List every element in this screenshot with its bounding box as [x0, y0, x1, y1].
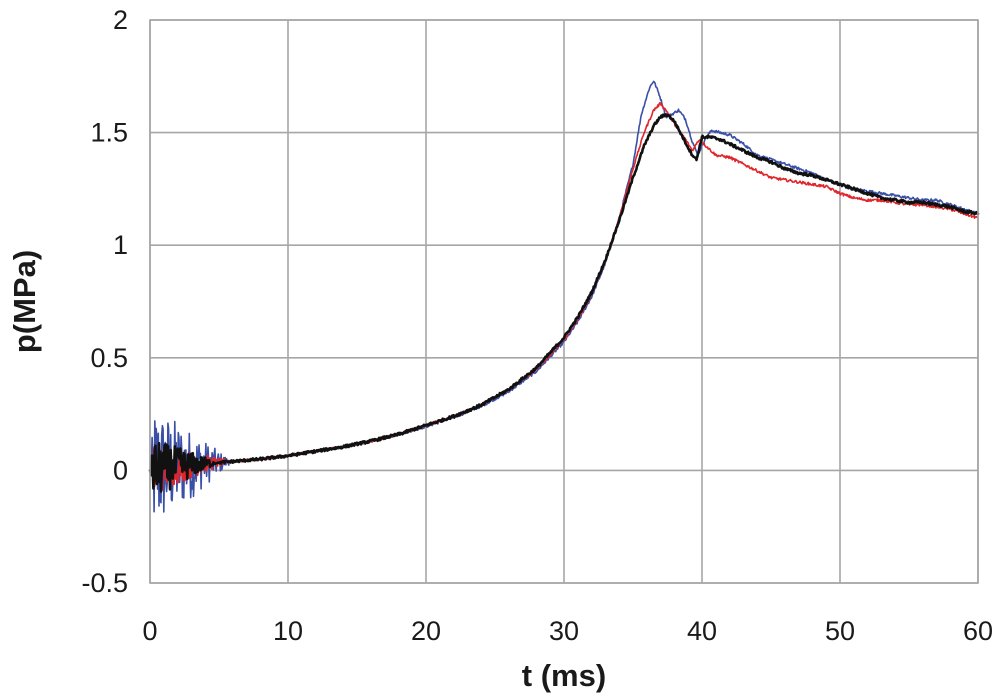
x-tick-label: 40: [687, 616, 717, 646]
tick-labels: 0 10 20 30 40 50 60 -0.5 0 0.5 1 1.5 2: [81, 5, 993, 646]
x-tick-label: 50: [825, 616, 855, 646]
y-tick-label: 0: [113, 455, 128, 485]
x-tick-label: 10: [273, 616, 303, 646]
y-tick-label: 2: [113, 5, 128, 35]
y-tick-label: 1.5: [90, 118, 128, 148]
x-tick-label: 60: [963, 616, 993, 646]
x-tick-label: 0: [142, 616, 157, 646]
y-tick-label: -0.5: [81, 568, 128, 598]
y-tick-label: 0.5: [90, 343, 128, 373]
y-axis-title: p(MPa): [7, 250, 42, 353]
x-tick-label: 30: [549, 616, 579, 646]
grid-lines: [149, 19, 979, 584]
x-tick-label: 20: [411, 616, 441, 646]
series-line-2: [148, 113, 980, 493]
series-lines: [148, 80, 980, 513]
x-axis-title: t (ms): [522, 658, 606, 693]
y-tick-label: 1: [113, 230, 128, 260]
plot-frame: [149, 19, 979, 584]
